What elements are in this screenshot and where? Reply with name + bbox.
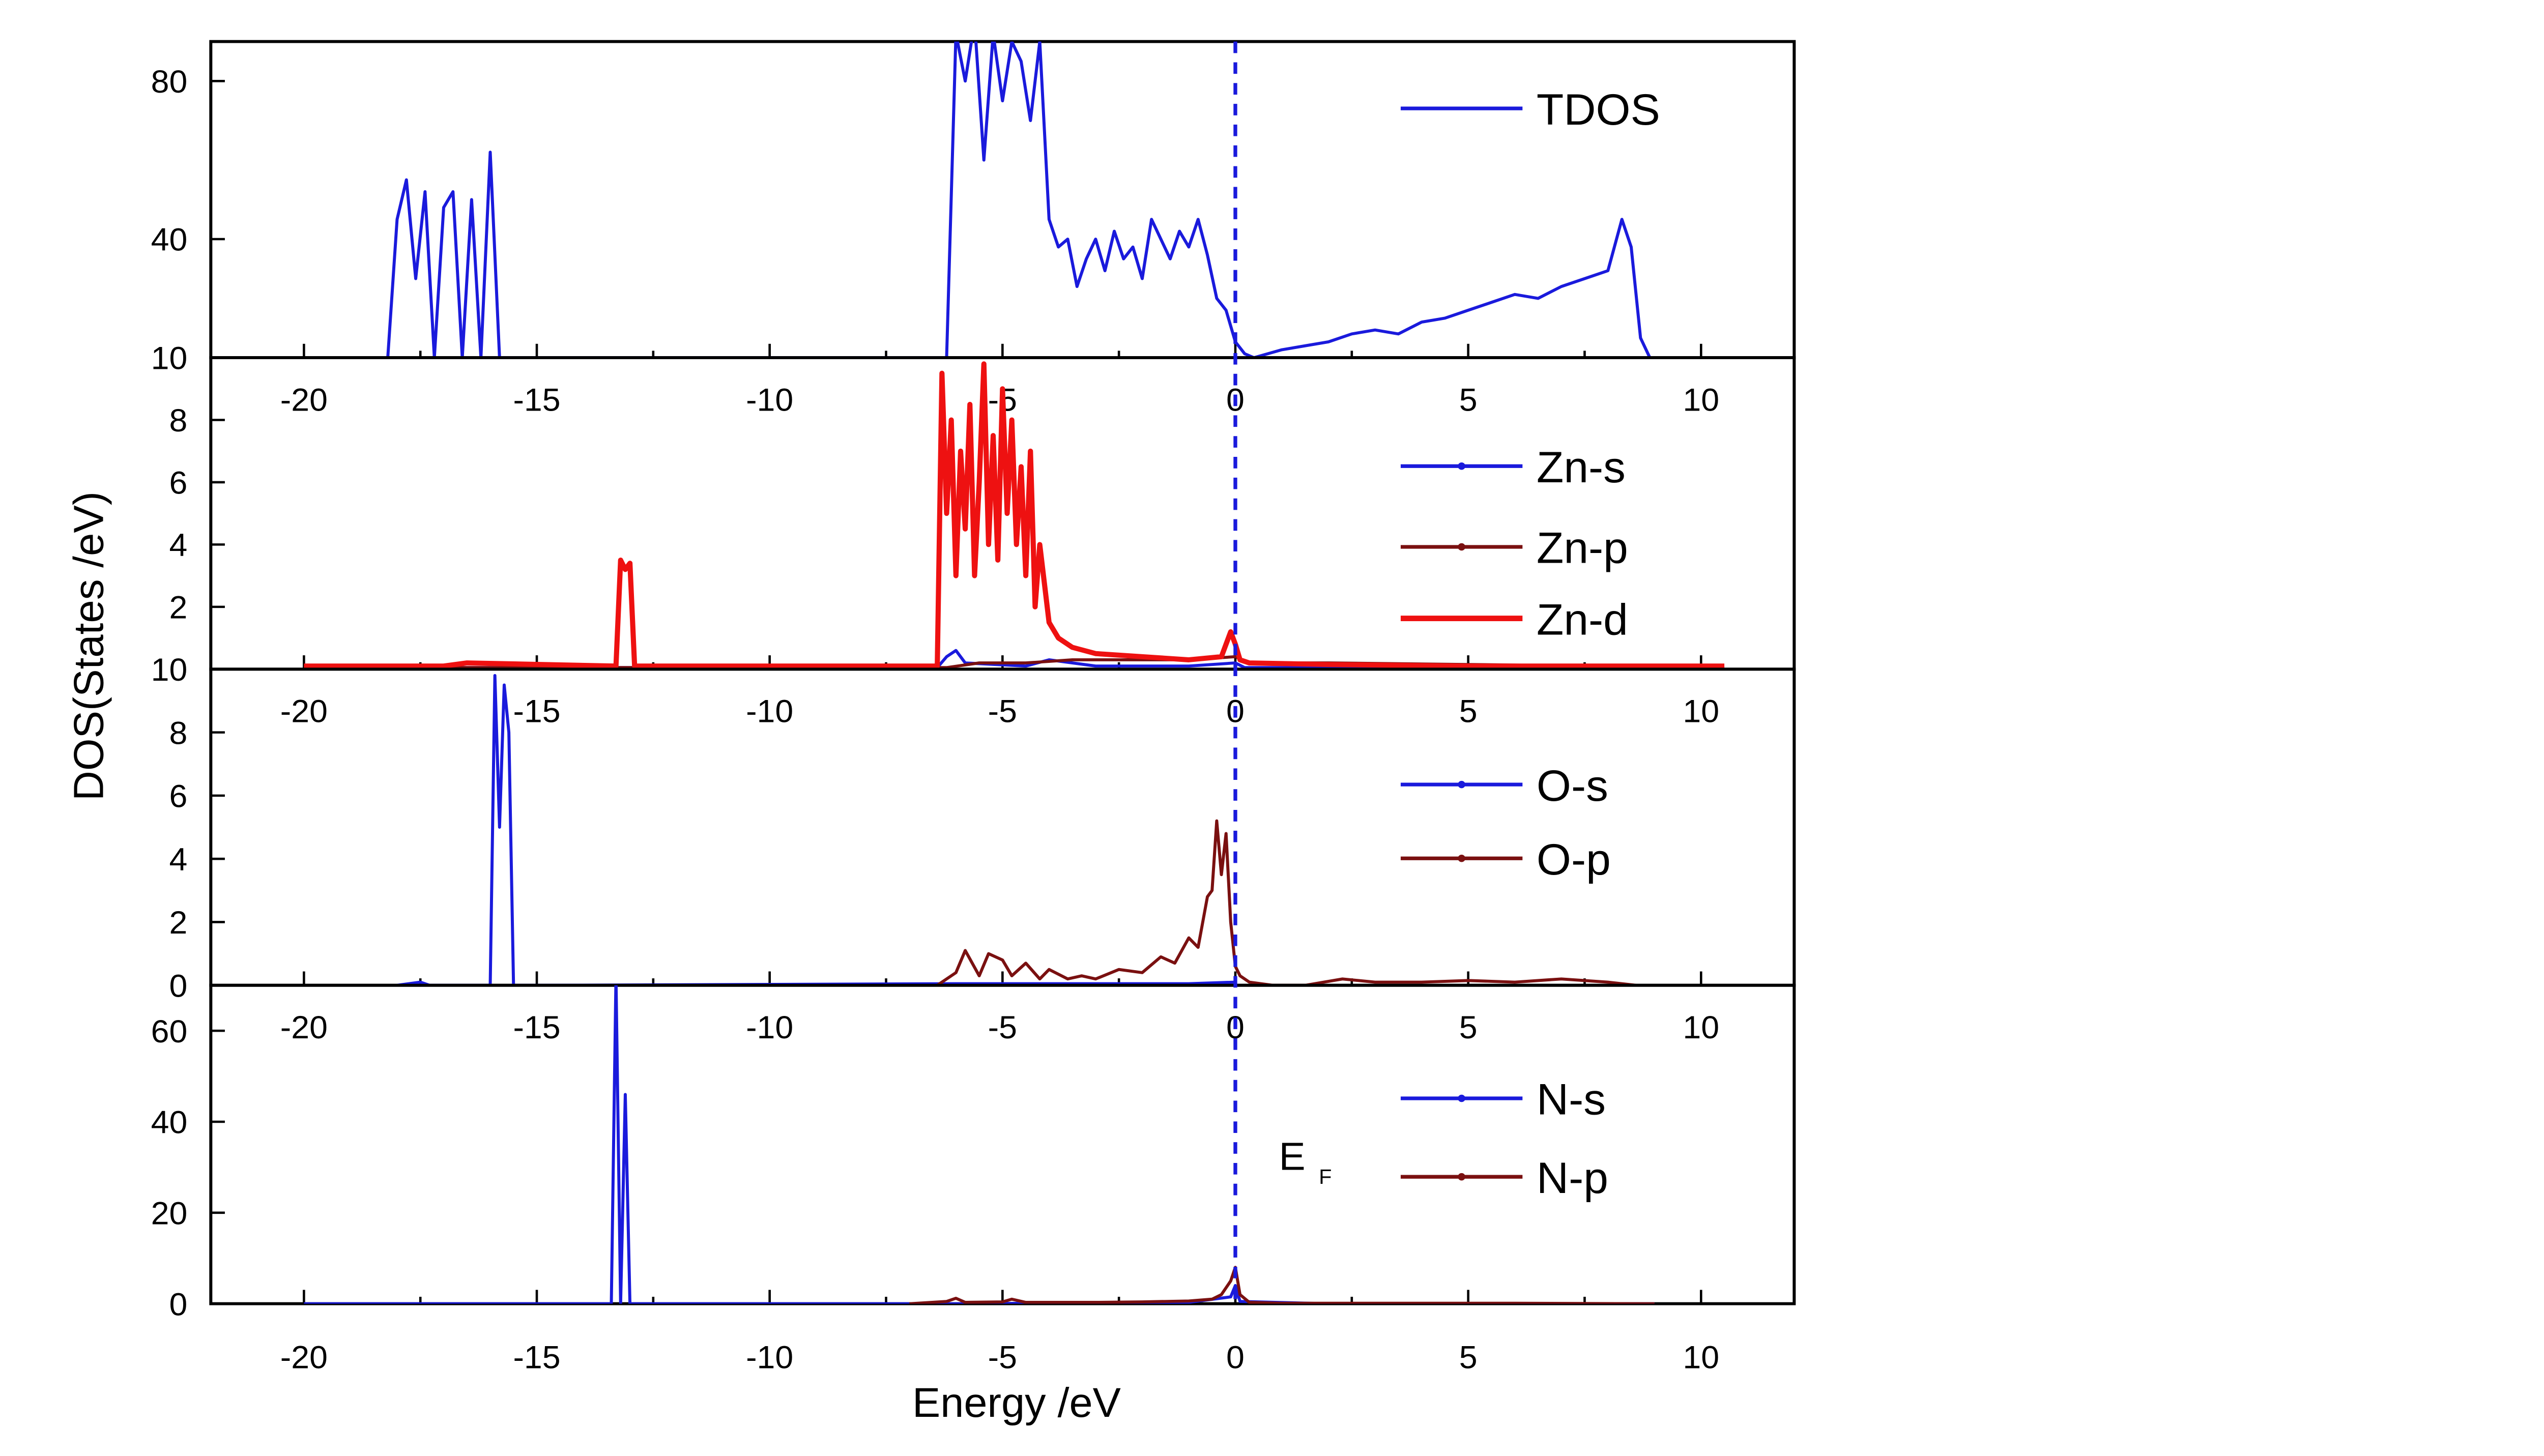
x-tick-label-tdos: -20: [280, 382, 328, 418]
series-group-tdos: [386, 41, 1652, 358]
series-line-tdos: [386, 41, 1652, 358]
x-tick-label-tdos: -15: [513, 382, 560, 418]
x-tick-label-tdos: 10: [1683, 382, 1719, 418]
legend-item-zn-s: Zn-s: [1400, 443, 1626, 492]
panel-zn: -20-15-10-50510246810Zn-sZn-pZn-d: [151, 356, 1796, 730]
fermi-label-e: E: [1279, 1135, 1306, 1178]
x-tick-label-zn: -15: [513, 693, 560, 729]
x-tick-label-zn: -10: [746, 693, 793, 729]
y-tick-label-zn: 2: [169, 589, 187, 625]
legend-label-o-s: O-s: [1537, 761, 1608, 810]
legend-marker-n-p: [1458, 1173, 1465, 1181]
legend-item-o-p: O-p: [1400, 835, 1611, 884]
x-tick-label-o: -20: [280, 1009, 328, 1045]
y-tick-label-o: 0: [169, 968, 187, 1004]
x-tick-label-o: 5: [1459, 1009, 1478, 1045]
legend-item-o-s: O-s: [1400, 761, 1608, 810]
panel-tdos: -20-15-10-50510104080TDOS: [151, 40, 1796, 418]
y-tick-label-zn: 6: [169, 464, 187, 501]
y-tick-label-o: 2: [169, 905, 187, 941]
y-tick-label-n: 40: [151, 1104, 188, 1140]
y-tick-label-n: 60: [151, 1013, 188, 1049]
x-axis-label: Energy /eV: [912, 1380, 1121, 1425]
legend-item-zn-p: Zn-p: [1400, 523, 1628, 573]
x-tick-label-zn: -20: [280, 693, 328, 729]
panel-o: -20-15-10-5051002468O-sO-p: [169, 667, 1796, 1045]
x-tick-label-tdos: -10: [746, 382, 793, 418]
y-tick-label-tdos: 80: [151, 63, 188, 99]
legend-label-n-s: N-s: [1537, 1075, 1606, 1124]
legend-label-tdos: TDOS: [1537, 85, 1660, 134]
legend-item-n-p: N-p: [1400, 1154, 1608, 1203]
series-line-o-s: [397, 674, 1236, 985]
y-tick-label-zn: 4: [169, 527, 187, 563]
x-tick-label-zn: 5: [1459, 693, 1478, 729]
x-tick-label-o: -10: [746, 1009, 793, 1045]
legend-label-zn-d: Zn-d: [1537, 595, 1628, 644]
legend-label-n-p: N-p: [1537, 1154, 1608, 1203]
y-tick-label-o: 8: [169, 715, 187, 751]
y-bottom-label-zn: 10: [151, 651, 188, 687]
fermi-label-subscript: F: [1319, 1165, 1332, 1188]
x-tick-label-o: -15: [513, 1009, 560, 1045]
y-tick-label-n: 0: [169, 1286, 187, 1322]
legend-marker-zn-s: [1458, 462, 1465, 470]
y-tick-label-o: 6: [169, 778, 187, 814]
legend-marker-zn-p: [1458, 543, 1465, 551]
x-tick-label-zn: 10: [1683, 693, 1719, 729]
x-tick-label-o: 10: [1683, 1009, 1719, 1045]
x-tick-label-tdos: 5: [1459, 382, 1478, 418]
x-tick-label-n: 5: [1459, 1339, 1478, 1375]
series-group-zn: [304, 361, 1725, 669]
series-line-zn-d: [304, 361, 1725, 669]
legend-item-tdos: TDOS: [1400, 85, 1660, 134]
y-axis-label: DOS(States /eV): [66, 491, 112, 801]
legend-marker-o-p: [1458, 855, 1465, 862]
y-tick-label-zn: 8: [169, 402, 187, 439]
legend-item-zn-d: Zn-d: [1400, 595, 1628, 644]
y-tick-label-o: 4: [169, 841, 187, 877]
x-tick-label-n: -15: [513, 1339, 560, 1375]
y-tick-label-tdos: 10: [151, 340, 188, 376]
y-tick-label-n: 20: [151, 1195, 188, 1231]
panel-n: -20 -15 -10 -5 0 5 10 0 20 40 60 N-s N-p: [151, 983, 1796, 1376]
series-line-o-p: [936, 819, 1636, 985]
x-tick-label-o: -5: [988, 1009, 1017, 1045]
x-tick-label-n: -10: [746, 1339, 793, 1375]
legend-label-o-p: O-p: [1537, 835, 1611, 884]
series-group-o: [397, 674, 1636, 985]
legend-marker-o-s: [1458, 780, 1465, 789]
legend-label-zn-p: Zn-p: [1537, 523, 1628, 572]
panels-group: -20-15-10-50510104080TDOS-20-15-10-50510…: [151, 40, 1796, 1376]
fermi-level-label: E F: [1279, 1135, 1332, 1188]
x-tick-label-n: -20: [280, 1339, 328, 1375]
legend-label-zn-s: Zn-s: [1537, 443, 1626, 492]
series-line-n-p: [909, 1266, 1655, 1304]
series-line-n-s: [304, 985, 1655, 1304]
y-tick-label-tdos: 40: [151, 221, 188, 257]
series-group-n: [304, 985, 1655, 1304]
x-tick-label-n: 0: [1226, 1339, 1245, 1375]
x-tick-label-n: -5: [988, 1339, 1017, 1375]
x-tick-label-zn: -5: [988, 693, 1017, 729]
x-tick-label-n: 10: [1683, 1339, 1719, 1375]
legend-marker-n-s: [1458, 1094, 1465, 1102]
legend-item-n-s: N-s: [1400, 1075, 1606, 1124]
